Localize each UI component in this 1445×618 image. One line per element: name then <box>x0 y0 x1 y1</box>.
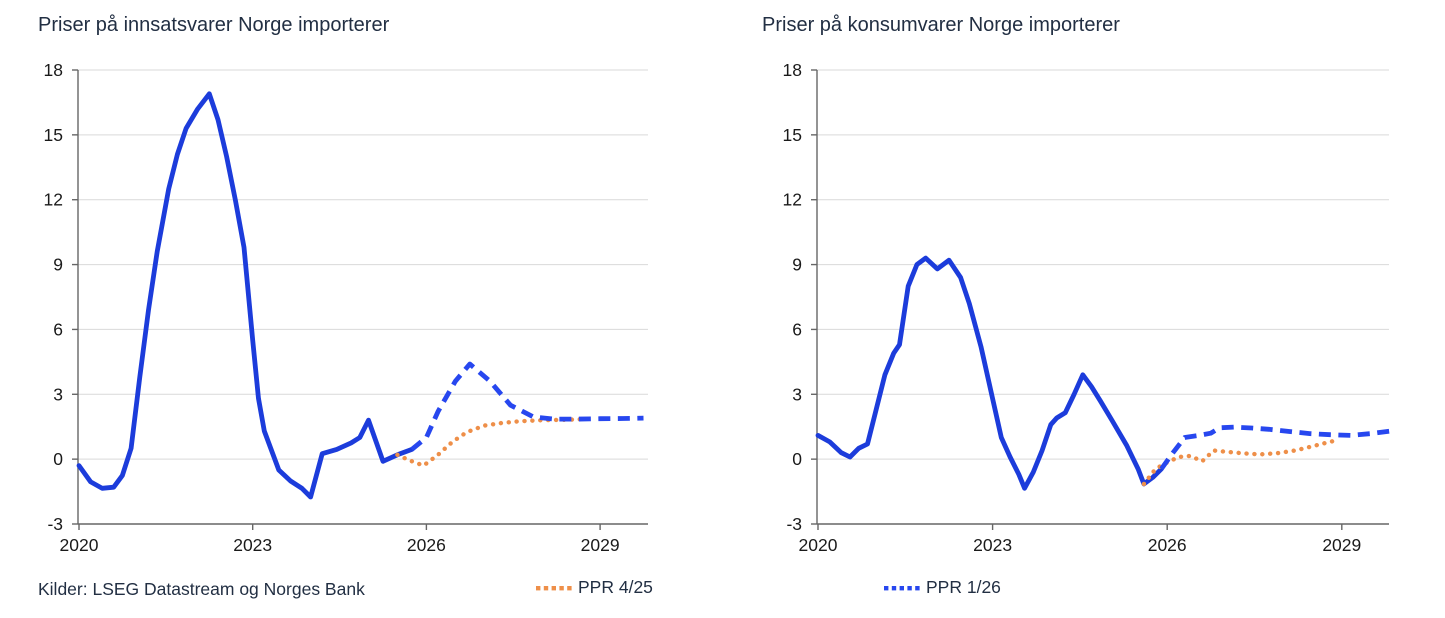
y-tick-label: -3 <box>47 514 63 534</box>
y-tick-label: 6 <box>792 319 802 339</box>
x-tick-label: 2020 <box>799 535 838 555</box>
ppr-1-26-dashed-swatch <box>884 586 920 591</box>
legend-swatch-dot <box>543 586 549 591</box>
legend-swatch-dot <box>915 586 920 591</box>
x-tick-label: 2020 <box>60 535 99 555</box>
legend-ppr-1-26: PPR 1/26 <box>882 576 1001 598</box>
y-tick-label: 0 <box>792 449 802 469</box>
legend-ppr-4-25: PPR 4/25 <box>534 576 653 598</box>
x-tick-label: 2029 <box>1322 535 1361 555</box>
legend-label-ppr-1-26: PPR 1/26 <box>926 576 1001 597</box>
y-tick-label: 15 <box>44 125 63 145</box>
y-tick-label: 6 <box>53 319 63 339</box>
x-tick-label: 2026 <box>1148 535 1187 555</box>
legend-swatch-dot <box>891 586 897 591</box>
ppr-1-26-line <box>1159 424 1392 471</box>
chart-title-konsumvarer: Priser på konsumvarer Norge importerer <box>762 14 1120 36</box>
y-tick-label: -3 <box>786 514 802 534</box>
source-note: Kilder: LSEG Datastream og Norges Bank <box>38 579 365 599</box>
y-tick-label: 3 <box>792 384 802 404</box>
y-tick-label: 9 <box>53 255 63 275</box>
x-tick-label: 2023 <box>233 535 272 555</box>
y-tick-label: 12 <box>783 190 802 210</box>
legend-swatch-dot <box>567 586 572 591</box>
x-tick-label: 2026 <box>407 535 446 555</box>
x-tick-label: 2029 <box>581 535 620 555</box>
y-tick-label: 18 <box>44 60 63 80</box>
history-line <box>76 91 415 500</box>
x-tick-label: 2023 <box>973 535 1012 555</box>
y-tick-label: 12 <box>44 190 63 210</box>
history-line <box>815 255 1164 491</box>
ppr-4-25-line <box>395 416 588 468</box>
legend-swatch-dot <box>907 586 912 591</box>
ppr-4-25-line <box>1141 437 1342 487</box>
y-tick-label: 0 <box>53 449 63 469</box>
legend-swatch-dot <box>536 586 541 591</box>
legend-swatch-dot <box>884 586 889 591</box>
legend-swatch-dot <box>551 586 556 591</box>
ppr-1-26-line <box>410 361 644 452</box>
chart-title-innsatsvarer: Priser på innsatsvarer Norge importerer <box>38 14 390 36</box>
y-tick-label: 15 <box>783 125 802 145</box>
y-tick-label: 3 <box>53 384 63 404</box>
legend-label-ppr-4-25: PPR 4/25 <box>578 576 653 597</box>
y-tick-label: 18 <box>783 60 802 80</box>
ppr-4-25-dotted-swatch <box>536 586 572 591</box>
y-tick-label: 9 <box>792 255 802 275</box>
legend-swatch-dot <box>559 586 564 591</box>
legend-swatch-dot <box>899 586 904 591</box>
